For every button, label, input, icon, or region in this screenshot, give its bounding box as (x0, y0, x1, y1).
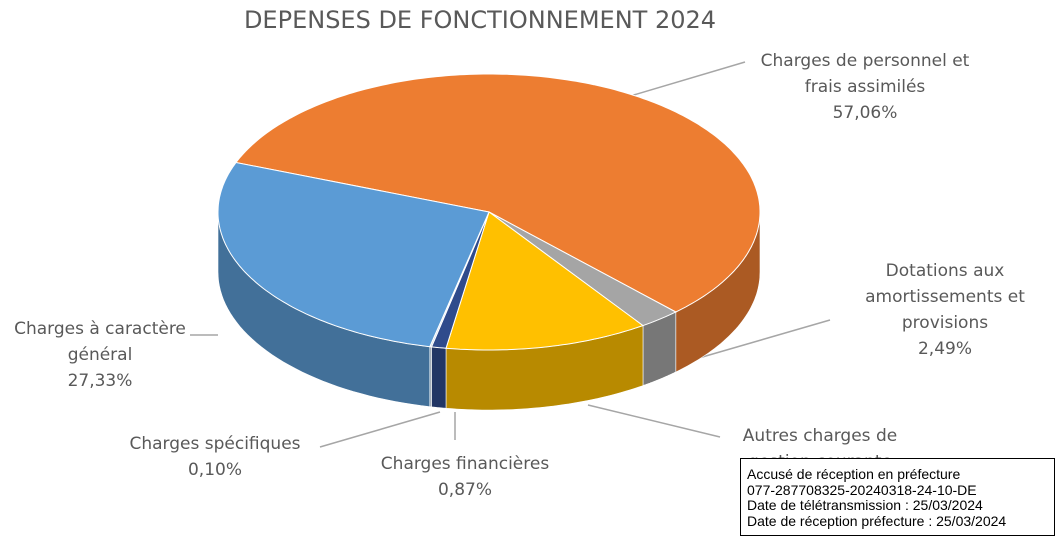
stamp-line: Accusé de réception en préfecture (747, 466, 961, 482)
stamp: Accusé de réception en préfecture 077-287… (740, 458, 1055, 536)
value-label: 0,87% (437, 480, 492, 500)
stamp-line: Date de réception préfecture : 25/03/202… (747, 512, 1007, 529)
tops (217, 73, 761, 351)
slice (445, 211, 645, 351)
data-label: Dotations aux amortissements et provisio… (845, 258, 1045, 362)
category-label: Charges à caractère général (14, 319, 186, 365)
stamp-line: Date de télétransmission : 25/03/2024 (747, 497, 983, 513)
stamp-line: 077-287708325-20240318-24-10-DE (747, 481, 977, 498)
value-label: 0,10% (187, 460, 242, 480)
value-label: 2,49% (917, 339, 972, 359)
category-label: Charges de personnel et frais assimilés (760, 51, 970, 97)
leader-line (319, 411, 441, 448)
data-label: Charges spécifiques 0,10% (115, 431, 315, 483)
slice (488, 211, 677, 327)
data-label: Charges de personnel et frais assimilés 5… (745, 48, 985, 126)
category-label: Dotations aux amortissements et provisio… (865, 261, 1025, 333)
value-label: 57,06% (832, 103, 898, 123)
walls (217, 211, 761, 411)
category-label: Charges spécifiques (129, 434, 301, 454)
category-label: Charges financières (380, 454, 550, 474)
slice-side (431, 346, 447, 409)
leader-line (691, 319, 831, 361)
data-label: Charges financières 0,87% (365, 451, 565, 503)
value-label: 27,33% (67, 371, 133, 391)
leader-lines (190, 61, 831, 448)
slice (217, 161, 490, 348)
data-label: Charges à caractère général 27,33% (0, 316, 200, 394)
slice (235, 73, 761, 313)
leader-line (587, 404, 721, 438)
chart-title: DEPENSES DE FONCTIONNEMENT 2024 (243, 6, 717, 34)
